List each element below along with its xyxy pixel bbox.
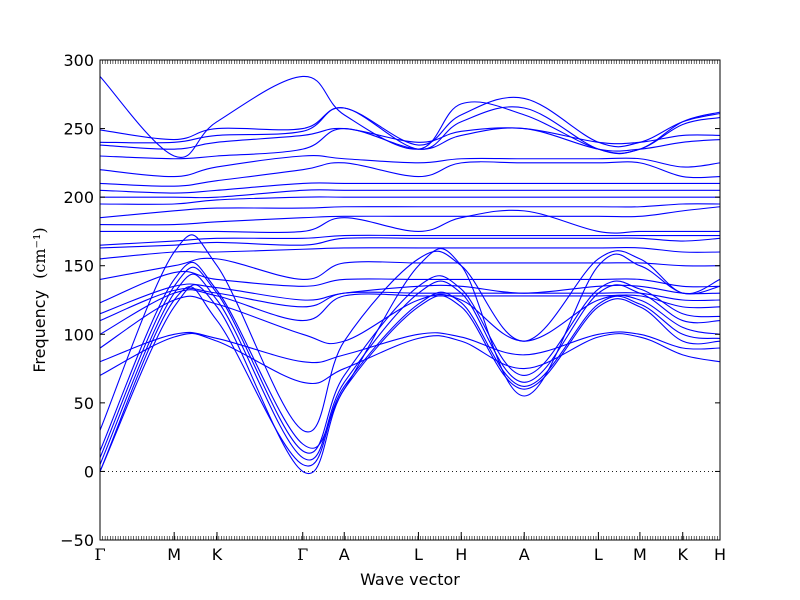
x-tick-label: Γ [297, 545, 308, 564]
band-line-11 [100, 287, 720, 322]
x-axis-label: Wave vector [360, 570, 460, 589]
series-lines [100, 75, 720, 475]
band-line-29 [100, 96, 720, 148]
band-line-9 [100, 293, 720, 349]
band-line-20 [100, 203, 720, 219]
band-line-7 [100, 332, 720, 384]
x-tick-label: Γ [94, 545, 105, 564]
band-line-16 [100, 237, 720, 249]
band-line-24 [100, 161, 720, 187]
y-tick-label: 200 [63, 188, 94, 207]
y-tick-label: 300 [63, 51, 94, 70]
plot-frame [99, 59, 721, 541]
band-line-8 [100, 331, 720, 364]
band-line-17 [100, 234, 720, 246]
band-line-30 [100, 75, 720, 158]
y-tick-label: 150 [63, 257, 94, 276]
x-tick-label: L [594, 545, 603, 564]
band-line-12 [100, 283, 720, 315]
y-tick-label: 100 [63, 325, 94, 344]
band-line-19 [100, 206, 720, 226]
x-tick-label: A [339, 545, 350, 564]
band-line-23 [100, 182, 720, 194]
x-tick-label: K [677, 545, 688, 564]
band-line-14 [100, 257, 720, 280]
x-tick-label: L [414, 545, 423, 564]
band-line-10 [100, 289, 720, 335]
y-tick-label: −50 [60, 531, 94, 550]
band-line-18 [100, 209, 720, 234]
band-line-25 [100, 155, 720, 178]
y-axis-label-text: Frequency [30, 290, 49, 373]
y-tick-label: 0 [84, 462, 94, 481]
band-line-2 [100, 286, 720, 472]
x-tick-label: H [455, 545, 467, 564]
y-axis-label-unit: (cm⁻¹) [30, 227, 49, 278]
ticks: −50 0 50 100 150 200 250 300 Γ M K Γ A L H A L M K H [60, 51, 726, 564]
band-line-13 [100, 270, 720, 304]
band-line-15 [100, 247, 720, 260]
band-line-22 [100, 189, 720, 199]
band-line-21 [100, 196, 720, 205]
x-tick-label: M [167, 545, 181, 564]
y-tick-label: 250 [63, 120, 94, 139]
band-line-1 [100, 284, 720, 475]
y-axis-label: Frequency (cm⁻¹) [30, 227, 49, 372]
x-tick-label: A [519, 545, 530, 564]
x-tick-label: H [714, 545, 726, 564]
y-tick-label: 50 [74, 394, 94, 413]
x-tick-label: K [212, 545, 223, 564]
band-line-5 [100, 248, 720, 452]
x-tick-label: M [633, 545, 647, 564]
